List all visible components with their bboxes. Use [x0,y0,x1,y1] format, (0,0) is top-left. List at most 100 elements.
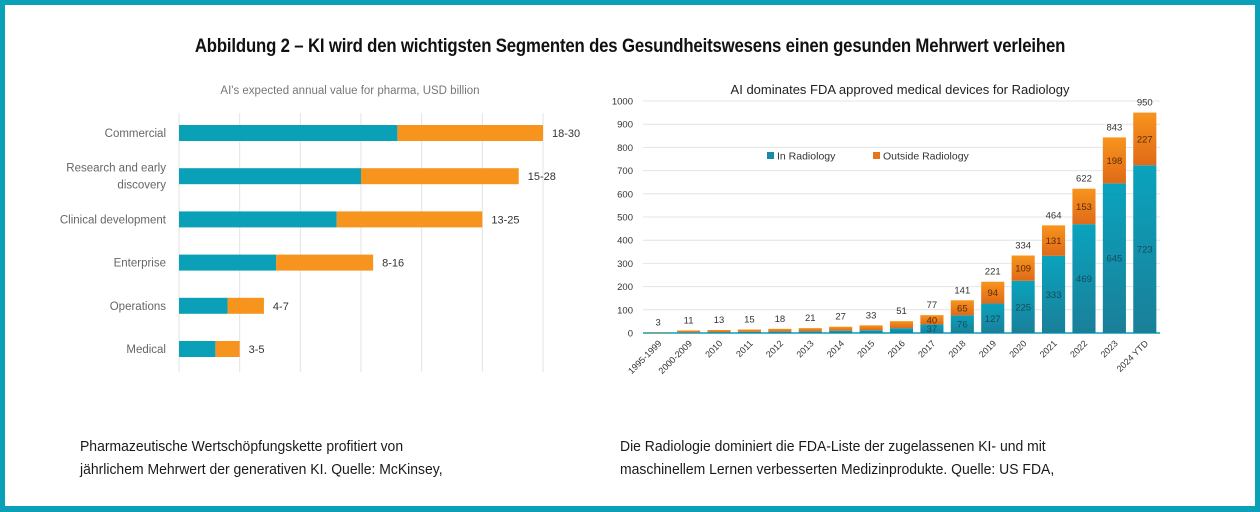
x-tick-label: 2023 [1099,338,1120,359]
bar-segment [920,324,944,333]
bar-segment [1011,280,1035,333]
x-tick-label: 2013 [794,338,815,359]
caption-right-line-2: maschinellem Lernen verbesserten Medizin… [620,461,1055,478]
bar-segment [179,168,361,185]
segment-label: 153 [1076,202,1092,213]
bar-segment [798,331,822,333]
y-tick-label: 800 [617,143,633,154]
x-tick-label: 2020 [1007,338,1028,359]
bar-segment [950,315,974,333]
segment-label: 65 [957,303,968,314]
bar-segment [768,331,792,333]
bar-segment [859,330,883,333]
bar-segment [737,329,761,332]
y-tick-label: 1000 [612,97,633,108]
segment-label: 131 [1046,236,1062,247]
data-label: 18-30 [552,128,580,140]
pharma-value-chart: 18-30 Commercial 15-28 Research and early di… [60,113,580,372]
bar-segment [179,125,398,141]
bar-segment [768,328,792,332]
bar-segment [889,328,914,333]
segment-label: 469 [1076,274,1092,285]
bar-segment [707,329,731,333]
total-label: 18 [775,314,786,325]
bar-segment [276,254,374,271]
bar-segment [1011,255,1035,281]
data-label: 13-25 [491,214,519,226]
y-tick-label: 500 [617,213,633,224]
bar-segment [336,211,483,228]
bar-segment [737,331,761,333]
category-label: Research and early [66,163,166,175]
bar-segment [981,281,1005,304]
x-tick-label: 2024 YTD [1115,338,1151,374]
bar-segment [1102,137,1126,184]
bar-segment [1042,225,1066,256]
x-tick-label: 2010 [703,338,724,359]
data-label: 8-16 [382,258,404,270]
bar-segment [829,326,853,331]
segment-label: 333 [1046,290,1062,301]
category-label: Commercial [105,128,166,140]
total-label: 141 [954,285,970,296]
total-label: 11 [684,315,694,326]
bar-segment [1042,255,1066,333]
bar-segment [179,341,216,357]
caption-left-line-1: Pharmazeutische Wertschöpfungskette prof… [80,438,404,455]
bar-segment [798,328,822,332]
bar-segment [179,297,228,314]
bar-segment [1072,224,1096,333]
pharma-chart-title: AI's expected annual value for pharma, U… [220,85,480,97]
legend-swatch [767,152,774,159]
radiology-devices-chart: 0100200300400500600700800900100031995-19… [612,97,1160,376]
total-label: 464 [1046,210,1062,221]
segment-label: 76 [957,320,968,331]
total-label: 622 [1076,174,1092,185]
y-tick-label: 200 [617,282,633,293]
x-tick-label: 2016 [886,338,907,359]
bar-segment [677,330,701,333]
y-tick-label: 300 [617,259,633,270]
total-label: 221 [985,267,1001,278]
bar-segment [1072,188,1096,225]
x-tick-label: 2014 [825,338,846,359]
bar-segment [677,332,701,333]
bar-segment [859,325,883,331]
total-label: 334 [1015,241,1031,252]
bar-segment [227,297,264,314]
data-label: 15-28 [528,171,556,183]
bar-segment [397,125,543,141]
data-label: 3-5 [249,344,265,356]
data-label: 4-7 [273,301,289,313]
bar-segment [1102,183,1126,333]
segment-label: 127 [985,314,1001,325]
bar-segment [920,315,944,325]
bar-segment [707,332,731,333]
bar-segment [1133,165,1157,333]
bar-segment [981,303,1005,333]
legend-label: Outside Radiology [883,151,970,163]
caption-left-line-2: jährlichem Mehrwert der generativen KI. … [80,461,443,478]
segment-label: 37 [927,324,938,335]
caption-right-line-1: Die Radiologie dominiert die FDA-Liste d… [620,438,1046,455]
total-label: 843 [1106,122,1122,133]
x-tick-label: 2017 [916,338,937,359]
x-tick-label: 2022 [1068,338,1089,359]
caption-left: Pharmazeutische Wertschöpfungskette prof… [80,435,443,481]
segment-label: 227 [1137,134,1153,145]
total-label: 950 [1137,98,1153,109]
bar-segment [179,211,337,228]
bar-segment [1133,112,1157,166]
legend-label: In Radiology [777,151,836,163]
segment-label: 109 [1015,264,1031,275]
segment-label: 645 [1106,254,1122,265]
x-tick-label: 2011 [734,338,755,359]
bar-segment [950,300,974,316]
y-tick-label: 400 [617,236,633,247]
x-tick-label: 2019 [977,338,998,359]
total-label: 3 [656,317,661,328]
segment-label: 723 [1137,245,1153,256]
bar-segment [361,168,519,185]
caption-right: Die Radiologie dominiert die FDA-Liste d… [620,435,1054,481]
segment-label: 94 [987,288,998,299]
